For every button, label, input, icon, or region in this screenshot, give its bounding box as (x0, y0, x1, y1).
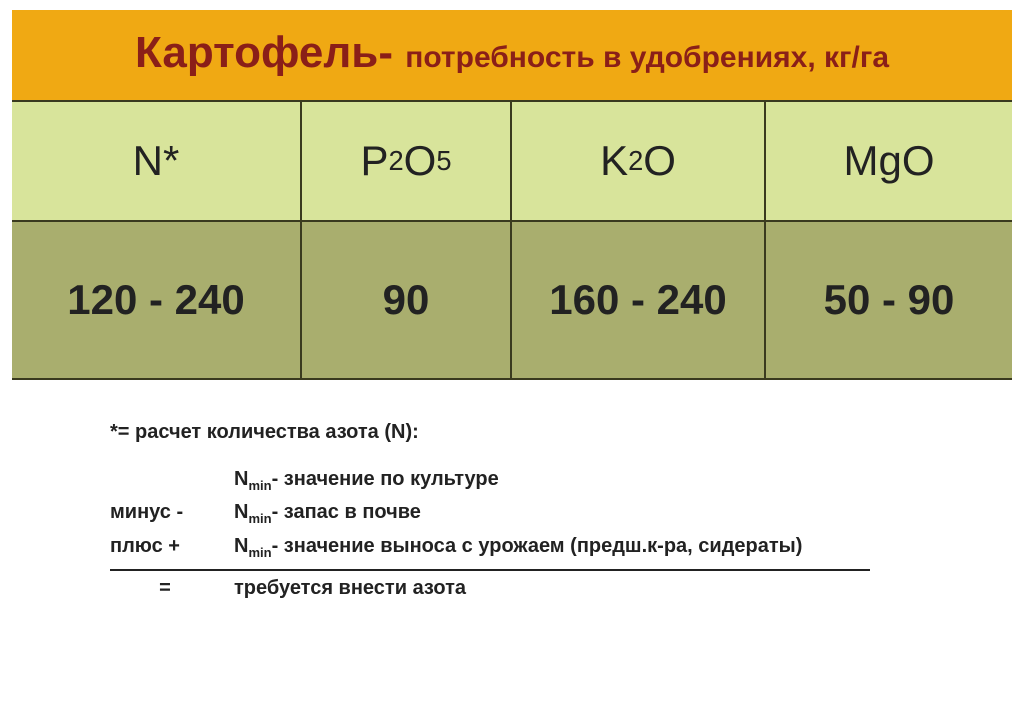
footnote-line: Nmin- значение по культуре (110, 463, 984, 496)
footnotes: *= расчет количества азота (N): Nmin- зн… (110, 416, 984, 563)
col-header-n: N* (12, 102, 302, 222)
footnote-result: = требуется внести азота (110, 577, 984, 600)
slide-header: Картофель- потребность в удобрениях, кг/… (12, 10, 1012, 102)
footnote-op (110, 463, 220, 496)
footnote-result-text: требуется внести азота (234, 577, 466, 600)
nutrient-table: N* P2O5 K2O MgO 120 - 240 90 160 - 240 5… (12, 102, 1012, 380)
footnote-line: минус - Nmin- запас в почве (110, 496, 984, 529)
val-k2o: 160 - 240 (512, 222, 766, 380)
footnote-line: плюс + Nmin- значение выноса с урожаем (… (110, 530, 984, 563)
slide-title: Картофель- (135, 28, 405, 77)
footnote-text: Nmin- запас в почве (234, 496, 421, 529)
val-n: 120 - 240 (12, 222, 302, 380)
slide-subtitle: потребность в удобрениях, кг/га (405, 41, 889, 74)
footnote-op: минус - (110, 496, 220, 529)
col-header-p2o5: P2O5 (302, 102, 512, 222)
footnote-text: Nmin- значение выноса с урожаем (предш.к… (234, 530, 802, 563)
footnote-op: = (110, 577, 220, 600)
footnote-title: *= расчет количества азота (N): (110, 416, 984, 449)
col-header-k2o: K2O (512, 102, 766, 222)
val-mgo: 50 - 90 (766, 222, 1012, 380)
footnote-text: Nmin- значение по культуре (234, 463, 499, 496)
col-header-mgo: MgO (766, 102, 1012, 222)
slide: Картофель- потребность в удобрениях, кг/… (0, 10, 1024, 715)
val-p2o5: 90 (302, 222, 512, 380)
divider (110, 569, 870, 571)
footnote-op: плюс + (110, 530, 220, 563)
